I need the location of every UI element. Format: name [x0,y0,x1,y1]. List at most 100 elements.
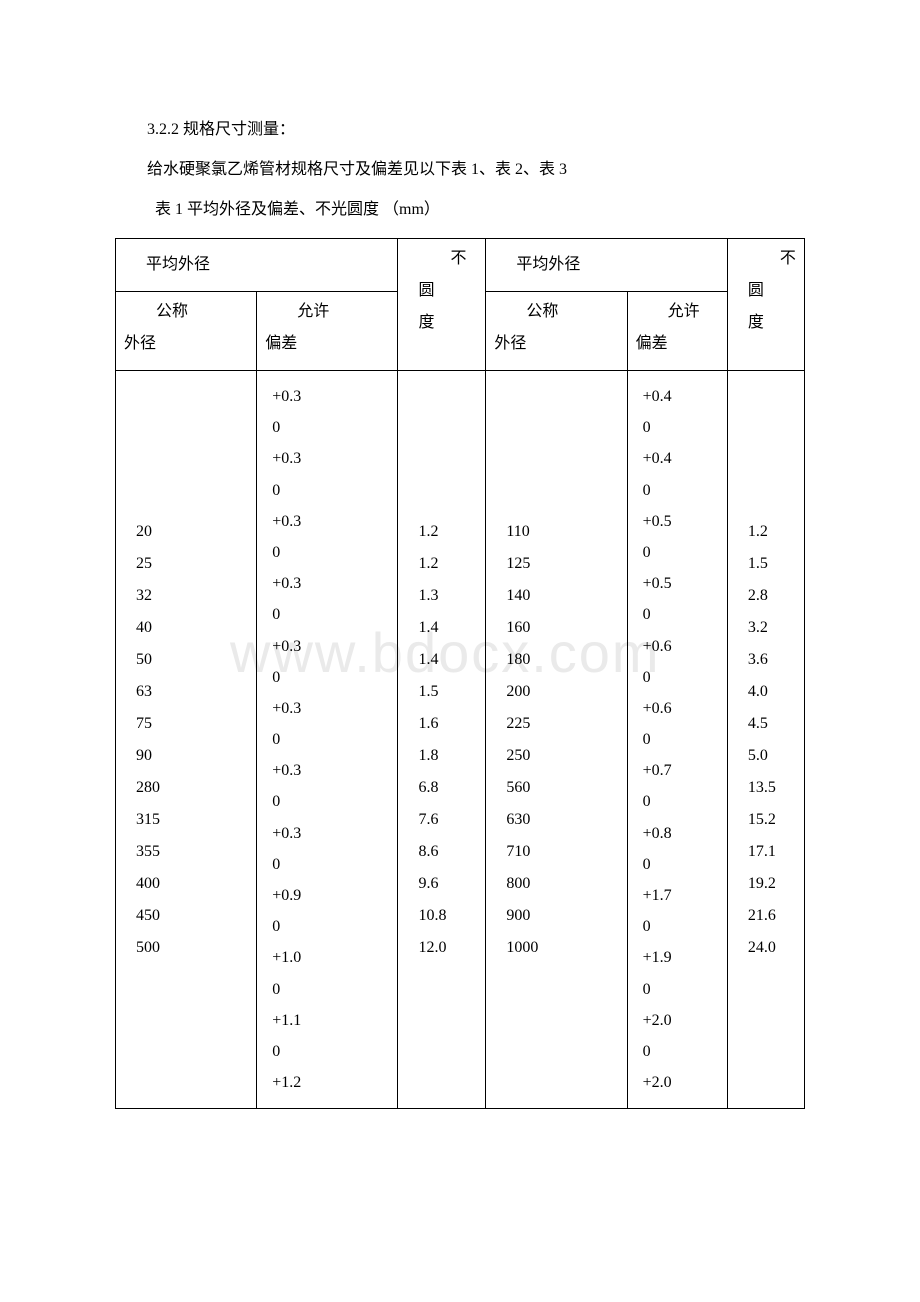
header-nominal-right: 公称 外径 [486,292,627,371]
table-value: 0 [272,599,389,630]
table-value: 1.6 [418,708,477,740]
header-nominal-right-line1: 公称 [494,296,618,328]
cell-nominal-right: 1101251401601802002252505606307108009001… [486,371,627,1109]
table-value: 0 [272,911,389,942]
header-avg-outer-left-text: 平均外径 [146,256,210,273]
table-value: 0 [272,786,389,817]
table-value: 50 [136,644,248,676]
table-value: 450 [136,900,248,932]
table-value: 1.2 [748,516,796,548]
table-value: +0.7 [643,755,719,786]
table-value: 0 [643,786,719,817]
header-nominal-left-line1: 公称 [124,296,248,328]
header-tolerance-right: 允许 偏差 [627,292,727,371]
table-value: 0 [272,974,389,1005]
table-value: 140 [506,580,618,612]
table-value: 0 [272,412,389,443]
table-value: 1.5 [418,676,477,708]
table-value: +0.3 [272,631,389,662]
table-value: +0.6 [643,631,719,662]
spec-table: 平均外径 不圆 度 平均外径 不圆 度 公称 外径 允许 偏差 [115,238,805,1109]
header-roundness-right-line2: 度 [748,307,796,339]
cell-roundness-right: 1.21.52.83.23.64.04.55.013.515.217.119.2… [727,371,804,1109]
table-value: 630 [506,804,618,836]
table-value: 0 [643,662,719,693]
table-value: +0.3 [272,818,389,849]
table-value: 24.0 [748,932,796,964]
table-value: +0.3 [272,755,389,786]
table-header-row-1: 平均外径 不圆 度 平均外径 不圆 度 [116,239,805,292]
table-value: 500 [136,932,248,964]
table-value: 315 [136,804,248,836]
table-value: +1.7 [643,880,719,911]
table-value: 280 [136,772,248,804]
table-value: +0.5 [643,568,719,599]
table-value: +2.0 [643,1005,719,1036]
cell-tolerance-right: +0.40+0.40+0.50+0.50+0.60+0.60+0.70+0.80… [627,371,727,1109]
table-value: 5.0 [748,740,796,772]
table-value: +0.9 [272,880,389,911]
table-value: +0.5 [643,506,719,537]
table-value: +2.0 [643,1067,719,1098]
header-nominal-right-line2: 外径 [494,328,618,360]
header-roundness-right-line1: 不圆 [748,243,796,307]
cell-roundness-left: 1.21.21.31.41.41.51.61.86.87.68.69.610.8… [398,371,486,1109]
table-value: 40 [136,612,248,644]
table-value: +0.4 [643,443,719,474]
table-value: 4.0 [748,676,796,708]
table-value: 32 [136,580,248,612]
table-value: 710 [506,836,618,868]
header-avg-outer-right-text: 平均外径 [516,256,580,273]
table-value: 0 [643,849,719,880]
table-value: 12.0 [418,932,477,964]
table-value: +0.3 [272,568,389,599]
table-value: 0 [643,537,719,568]
table-value: 10.8 [418,900,477,932]
table-value: 1.3 [418,580,477,612]
table-value: 200 [506,676,618,708]
table-value: 125 [506,548,618,580]
table-value: +1.9 [643,942,719,973]
table-value: 225 [506,708,618,740]
table-value: +0.3 [272,506,389,537]
table-value: 0 [643,412,719,443]
table-value: 0 [643,911,719,942]
table-value: 19.2 [748,868,796,900]
table-value: 4.5 [748,708,796,740]
paragraph-description: 给水硬聚氯乙烯管材规格尺寸及偏差见以下表 1、表 2、表 3 [115,150,805,190]
table-value: 0 [272,1036,389,1067]
header-tolerance-right-line1: 允许 [636,296,719,328]
table-value: 2.8 [748,580,796,612]
table-value: +0.3 [272,693,389,724]
table-value: 0 [643,599,719,630]
table-value: 560 [506,772,618,804]
table-value: 0 [643,724,719,755]
table-value: 900 [506,900,618,932]
table-value: 800 [506,868,618,900]
table-value: 21.6 [748,900,796,932]
table-value: 1.2 [418,548,477,580]
table-value: 63 [136,676,248,708]
table-value: +0.4 [643,381,719,412]
table-value: 3.6 [748,644,796,676]
table-data-row: 2025324050637590280315355400450500 +0.30… [116,371,805,1109]
table-value: 17.1 [748,836,796,868]
table-value: 20 [136,516,248,548]
table-value: +1.2 [272,1067,389,1098]
table-value: 1.5 [748,548,796,580]
table-value: +1.1 [272,1005,389,1036]
header-tolerance-left-line1: 允许 [265,296,389,328]
table-value: 0 [272,537,389,568]
table-value: 0 [643,475,719,506]
table-value: +1.0 [272,942,389,973]
table-value: 0 [272,724,389,755]
header-tolerance-left-line2: 偏差 [265,328,389,360]
header-roundness-left-line2: 度 [418,307,477,339]
header-avg-outer-left: 平均外径 [116,239,398,292]
table-value: +0.6 [643,693,719,724]
paragraph-section-number: 3.2.2 规格尺寸测量： [115,110,805,150]
header-roundness-left: 不圆 度 [398,239,486,371]
table-value: 1000 [506,932,618,964]
header-nominal-left-line2: 外径 [124,328,248,360]
table-value: 0 [643,974,719,1005]
